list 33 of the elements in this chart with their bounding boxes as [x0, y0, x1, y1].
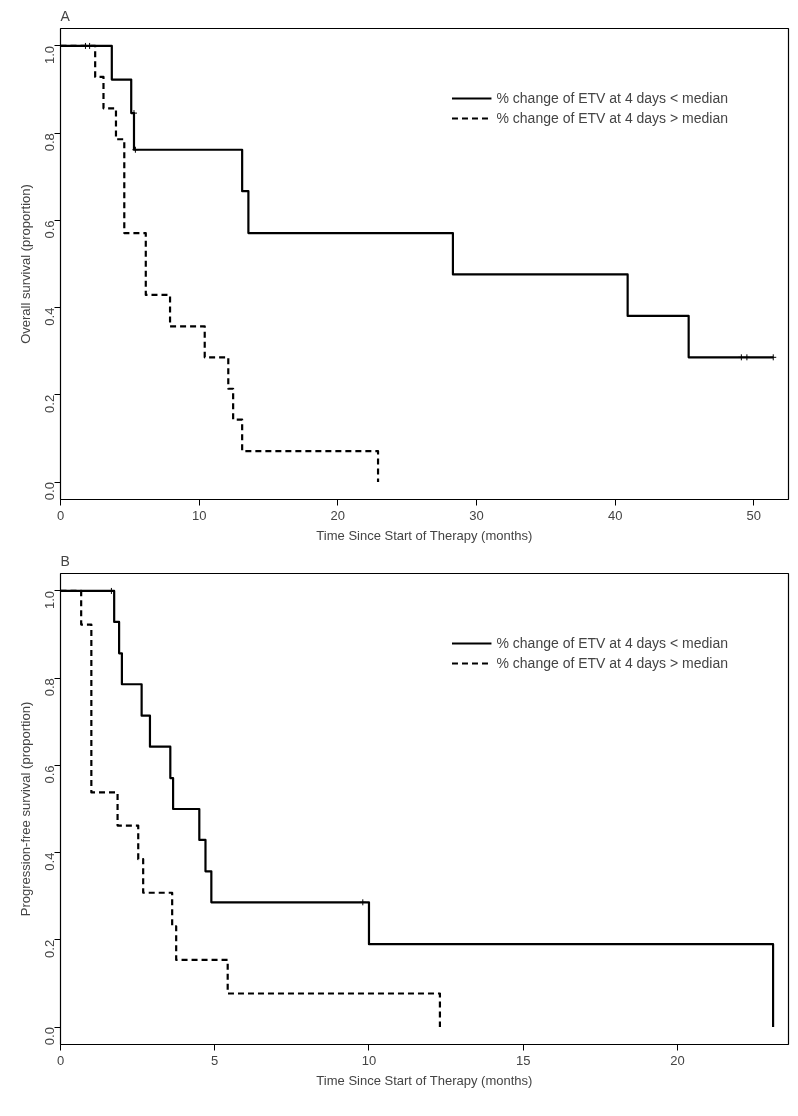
x-tick-label: 30: [469, 507, 484, 523]
y-tick-label: 0.8: [42, 678, 57, 697]
y-tick-label: 0.4: [42, 307, 57, 326]
x-tick-label: 15: [515, 1052, 531, 1068]
y-tick-label: 0.0: [42, 1027, 57, 1046]
x-tick-label: 10: [191, 507, 207, 523]
y-tick-label: 0.2: [42, 939, 57, 958]
y-tick-label: 0.2: [42, 394, 57, 413]
x-axis-title: Time Since Start of Therapy (months): [316, 527, 533, 543]
y-tick-label: 1.0: [42, 45, 57, 65]
x-tick-label: 0: [56, 507, 65, 523]
x-tick-label: 20: [670, 1052, 685, 1068]
y-tick-label: 0.6: [42, 220, 57, 239]
y-axis-title: Overall survival (proportion): [17, 184, 33, 344]
chart-title: B: [60, 552, 70, 569]
y-tick-label: 0.8: [42, 133, 57, 152]
x-tick-label: 10: [361, 1052, 377, 1068]
x-tick-label: 20: [330, 507, 346, 523]
x-tick-label: 5: [211, 1052, 219, 1068]
x-tick-label: 40: [607, 507, 623, 523]
x-axis-title: Time Since Start of Therapy (months): [316, 1072, 533, 1088]
y-tick-label: 0.6: [42, 765, 57, 784]
legend-label: % change of ETV at 4 days < median: [496, 635, 728, 651]
legend-label: % change of ETV at 4 days < median: [496, 90, 728, 106]
legend-label: % change of ETV at 4 days > median: [496, 110, 728, 126]
y-tick-label: 1.0: [42, 590, 57, 610]
y-axis-title: Progression-free survival (proportion): [17, 701, 33, 917]
legend-label: % change of ETV at 4 days > median: [496, 655, 728, 671]
x-tick-label: 50: [746, 507, 762, 523]
y-tick-label: 0.4: [42, 852, 57, 871]
chart-title: A: [60, 7, 71, 24]
y-tick-label: 0.0: [42, 482, 57, 501]
x-tick-label: 0: [56, 1052, 65, 1068]
